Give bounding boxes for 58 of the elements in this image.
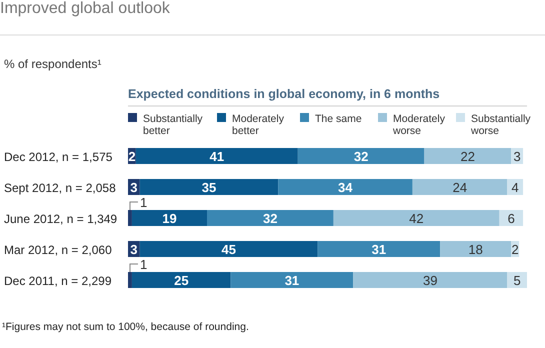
bar <box>507 272 527 288</box>
bar <box>333 210 500 226</box>
data-label: 2 <box>512 242 519 257</box>
bar <box>298 148 424 164</box>
chart-subtitle: % of respondents¹ <box>4 57 102 71</box>
data-label: 6 <box>508 211 515 226</box>
legend-label: Substantially worse <box>470 113 532 137</box>
data-label: 4 <box>512 180 519 195</box>
data-label: 19 <box>162 211 177 226</box>
data-label: 31 <box>372 242 386 257</box>
bar <box>507 179 524 195</box>
data-label: 1 <box>140 195 148 210</box>
bar <box>207 210 334 226</box>
data-label: 32 <box>354 149 368 164</box>
legend-label: Moderately worse <box>392 113 446 137</box>
bar <box>440 241 512 257</box>
data-label: 34 <box>338 180 354 195</box>
data-label: 32 <box>262 211 278 226</box>
bar <box>318 241 440 257</box>
data-label: 2 <box>128 149 136 164</box>
bar <box>132 210 208 226</box>
legend-label: The same <box>315 113 362 125</box>
data-label: 24 <box>452 180 468 195</box>
bar <box>140 241 318 257</box>
bar <box>136 148 298 164</box>
y-tick-label: June 2012, n = 1,349 <box>4 212 118 226</box>
bar <box>132 272 231 288</box>
data-label: 18 <box>468 242 483 257</box>
data-label: 45 <box>222 242 236 257</box>
data-label: 31 <box>284 273 300 288</box>
bar <box>353 272 508 288</box>
data-label: 3 <box>130 242 138 257</box>
data-label: 35 <box>202 180 216 195</box>
y-tick-label: Dec 2012, n = 1,575 <box>4 150 113 164</box>
bar <box>412 179 508 195</box>
data-label: 1 <box>140 257 148 272</box>
bar <box>128 210 132 226</box>
data-label: 5 <box>514 273 521 288</box>
bar <box>230 272 354 288</box>
legend-title: Expected conditions in global economy, in 6 months <box>128 87 440 101</box>
bar <box>424 148 512 164</box>
data-label: 41 <box>210 149 224 164</box>
bar <box>140 179 278 195</box>
y-tick-label: Mar 2012, n = 2,060 <box>4 243 112 257</box>
bar <box>278 179 412 195</box>
data-label: 25 <box>174 273 189 288</box>
y-tick-label: Sept 2012, n = 2,058 <box>4 181 116 195</box>
legend-label: Moderately better <box>232 113 285 137</box>
text: ¹Figures may not sum to 100%, because of rounding. <box>2 321 249 333</box>
data-label: 3 <box>130 180 138 195</box>
bar <box>128 272 132 288</box>
data-label: 22 <box>460 149 475 164</box>
data-label: 3 <box>514 149 521 164</box>
chart-title: Improved global outlook <box>0 0 171 17</box>
data-label: 39 <box>422 273 438 288</box>
data-label: 42 <box>409 211 424 226</box>
legend-label: Substantially better <box>143 113 204 137</box>
y-tick-label: Dec 2011, n = 2,299 <box>4 274 112 288</box>
